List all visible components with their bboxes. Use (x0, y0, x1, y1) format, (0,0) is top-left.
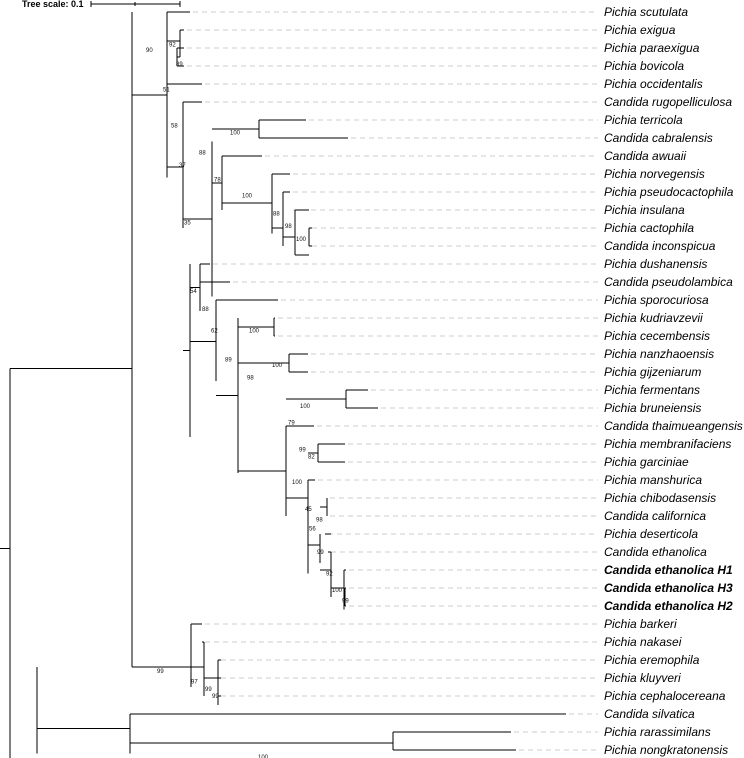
bootstrap-value: 58 (171, 123, 178, 129)
taxon-label-candida-ethanolica-h3: Candida ethanolica H3 (604, 581, 733, 595)
bootstrap-value: 100 (249, 329, 260, 335)
taxon-label-pichia-cecembensis: Pichia cecembensis (604, 329, 710, 343)
bootstrap-value: 98 (316, 518, 323, 524)
taxon-label-pichia-chibodasensis: Pichia chibodasensis (604, 491, 716, 505)
tree-scale: Tree scale: 0.1 (22, 0, 181, 9)
taxon-label-pichia-insulana: Pichia insulana (604, 203, 685, 217)
bootstrap-value: 99 (212, 694, 219, 700)
bootstrap-value: 100 (242, 194, 253, 200)
taxon-label-pichia-pseudocactophila: Pichia pseudocactophila (604, 185, 734, 199)
bootstrap-value: 100 (296, 237, 307, 243)
bootstrap-value: 98 (247, 375, 254, 381)
bootstrap-value: 88 (202, 307, 209, 313)
taxon-label-pichia-norvegensis: Pichia norvegensis (604, 167, 705, 181)
taxon-label-pichia-barkeri: Pichia barkeri (604, 617, 677, 631)
taxon-label-candida-ethanolica-h2: Candida ethanolica H2 (604, 599, 733, 613)
bootstrap-value: 100 (272, 363, 283, 369)
bootstrap-value: 98 (285, 224, 292, 230)
bootstrap-value: 99 (342, 599, 349, 605)
taxon-label-pichia-eremophila: Pichia eremophila (604, 653, 700, 667)
taxon-label-pichia-nongkratonensis: Pichia nongkratonensis (604, 743, 728, 757)
taxon-label-pichia-cephalocereana: Pichia cephalocereana (604, 689, 726, 703)
bootstrap-value: 99 (157, 669, 164, 675)
bootstrap-value: 99 (205, 687, 212, 693)
taxon-label-pichia-deserticola: Pichia deserticola (604, 527, 698, 541)
bootstrap-value: 92 (169, 42, 176, 48)
taxon-label-pichia-kluyveri: Pichia kluyveri (604, 671, 681, 685)
taxon-label-pichia-scutulata: Pichia scutulata (604, 5, 688, 19)
bootstrap-value: 78 (214, 177, 221, 183)
tree-branches (0, 11, 566, 758)
taxon-label-candida-pseudolambica: Candida pseudolambica (604, 275, 733, 289)
taxon-label-pichia-occidentalis: Pichia occidentalis (604, 77, 703, 91)
taxon-label-pichia-exigua: Pichia exigua (604, 23, 676, 37)
bootstrap-value: 62 (211, 329, 218, 335)
taxon-label-pichia-manshurica: Pichia manshurica (604, 473, 702, 487)
taxon-label-pichia-bovicola: Pichia bovicola (604, 59, 684, 73)
taxon-label-candida-inconspicua: Candida inconspicua (604, 239, 716, 253)
taxon-label-pichia-rarassimilans: Pichia rarassimilans (604, 725, 711, 739)
bootstrap-value: 89 (225, 357, 232, 363)
taxon-label-candida-californica: Candida californica (604, 509, 706, 523)
bootstrap-value: 92 (326, 572, 333, 578)
bootstrap-value: 37 (179, 163, 186, 169)
taxon-label-pichia-cactophila: Pichia cactophila (604, 221, 694, 235)
taxon-label-candida-ethanolica: Candida ethanolica (604, 545, 707, 559)
taxon-label-pichia-garciniae: Pichia garciniae (604, 455, 689, 469)
taxon-label-pichia-nakasei: Pichia nakasei (604, 635, 682, 649)
bootstrap-value: 100 (332, 588, 343, 594)
taxon-label-candida-awuaii: Candida awuaii (604, 149, 686, 163)
taxon-label-pichia-membranifaciens: Pichia membranifaciens (604, 437, 731, 451)
tree-scale-label: Tree scale: 0.1 (22, 0, 84, 9)
bootstrap-value: 97 (191, 680, 198, 686)
taxon-label-pichia-terricola: Pichia terricola (604, 113, 683, 127)
taxon-label-pichia-gijzeniarum: Pichia gijzeniarum (604, 365, 701, 379)
bootstrap-value: 99 (317, 550, 324, 556)
taxon-label-pichia-bruneiensis: Pichia bruneiensis (604, 401, 701, 415)
bootstrap-value: 79 (288, 420, 295, 426)
taxon-label-pichia-fermentans: Pichia fermentans (604, 383, 700, 397)
taxon-label-candida-ethanolica-h1: Candida ethanolica H1 (604, 563, 733, 577)
taxon-label-pichia-dushanensis: Pichia dushanensis (604, 257, 707, 271)
taxon-label-pichia-sporocuriosa: Pichia sporocuriosa (604, 293, 709, 307)
bootstrap-value: 100 (292, 480, 303, 486)
bootstrap-value: 54 (190, 289, 197, 295)
bootstrap-value: 35 (184, 221, 191, 227)
bootstrap-value: 100 (300, 404, 311, 410)
bootstrap-value: 99 (299, 447, 306, 453)
bootstrap-value: 56 (309, 527, 316, 533)
taxon-label-pichia-paraexigua: Pichia paraexigua (604, 41, 700, 55)
bootstrap-value: 100 (258, 755, 269, 758)
bootstrap-value: 100 (230, 131, 241, 137)
taxon-label-pichia-kudriavzevii: Pichia kudriavzevii (604, 311, 703, 325)
taxon-label-candida-thaimueangensis: Candida thaimueangensis (604, 419, 743, 433)
bootstrap-value: 51 (163, 87, 170, 93)
bootstrap-value: 88 (199, 150, 206, 156)
bootstrap-value: 82 (308, 455, 315, 461)
bootstrap-value: 88 (273, 212, 280, 218)
bootstrap-value: 45 (305, 507, 312, 513)
taxon-label-candida-rugopelliculosa: Candida rugopelliculosa (604, 95, 732, 109)
taxon-labels: Pichia scutulata Pichia exigua Pichia para… (604, 5, 743, 757)
taxon-label-candida-cabralensis: Candida cabralensis (604, 131, 713, 145)
taxon-label-candida-silvatica: Candida silvatica (604, 707, 695, 721)
bootstrap-value: 90 (146, 48, 153, 54)
bootstrap-value: 89 (176, 62, 183, 68)
leader-lines (187, 11, 598, 751)
bootstrap-values: 90 92 89 51 58 37 100 88 78 100 88 98 100 35 54 88 62 100… (146, 42, 349, 758)
taxon-label-pichia-nanzhaoensis: Pichia nanzhaoensis (604, 347, 714, 361)
